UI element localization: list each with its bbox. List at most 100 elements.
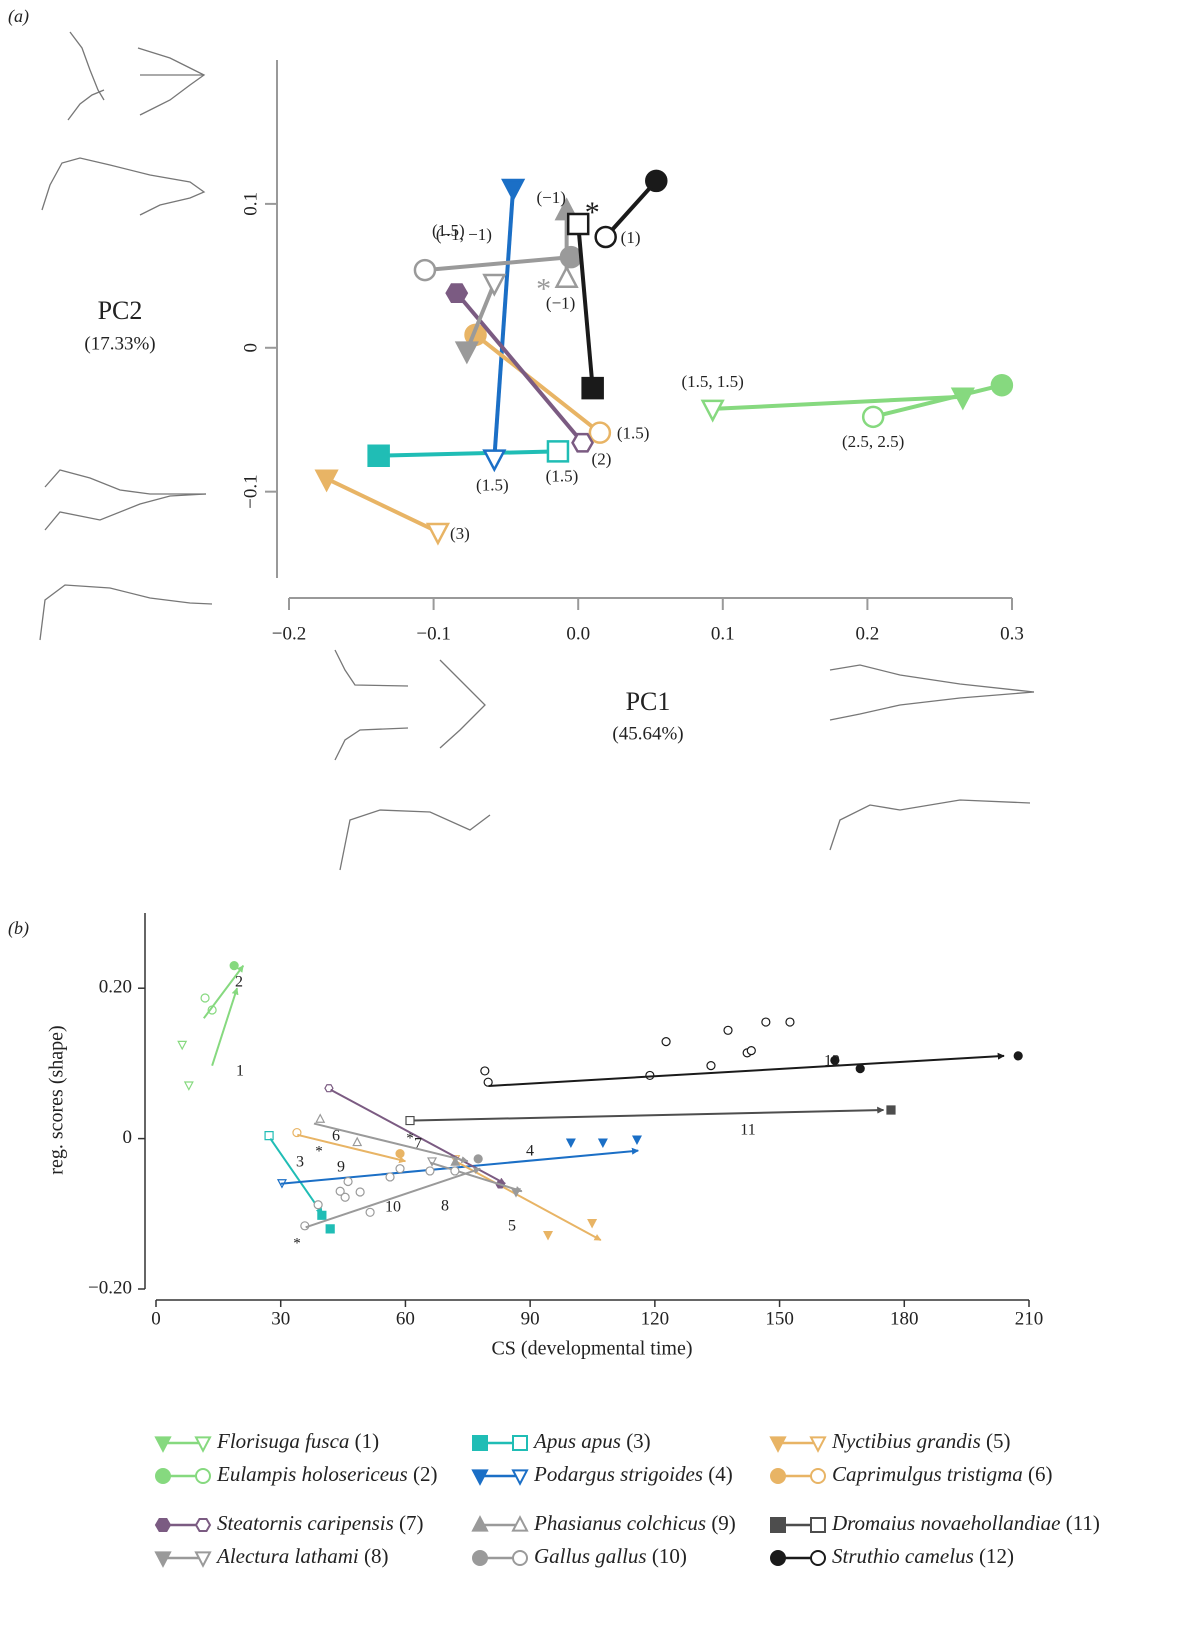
panel-label: (b) (8, 918, 29, 939)
open-point (450, 1166, 460, 1176)
x-axis-title: PC1 (626, 687, 671, 716)
asterisk: * (536, 273, 551, 306)
start-point (566, 212, 590, 236)
x-tick-label: 0 (151, 1308, 161, 1329)
trajectory-label: 9 (337, 1159, 345, 1176)
x-tick-label: 0.1 (711, 623, 735, 644)
filled-point (229, 961, 239, 971)
open-point (343, 1176, 353, 1187)
legend-marker (471, 1515, 489, 1532)
legend-entry: Alectura lathami (8) (215, 1544, 388, 1568)
trajectory-label: 11 (740, 1122, 755, 1139)
trajectory-arrow (203, 965, 245, 1019)
legend-number: (5) (986, 1429, 1011, 1453)
legend-marker (154, 1517, 172, 1533)
end-point (990, 373, 1014, 397)
legend-number: (6) (1028, 1462, 1053, 1486)
y-tick-label: 0.1 (240, 192, 261, 216)
trajectory-label: 7 (414, 1136, 422, 1153)
point-label: (3) (450, 524, 470, 543)
asterisk: * (315, 1143, 323, 1159)
point-label: (1) (621, 228, 641, 247)
open-point (352, 1136, 363, 1147)
legend-marker (154, 1551, 172, 1568)
open-point (425, 1166, 435, 1176)
open-point (661, 1036, 671, 1047)
legend-marker (511, 1469, 529, 1486)
start-point (554, 265, 579, 288)
x-tick-label: 150 (765, 1308, 794, 1329)
asterisk: * (293, 1235, 301, 1251)
start-point (571, 432, 594, 453)
trajectory (378, 449, 559, 458)
legend-entry: Caprimulgus tristigma (6) (832, 1462, 1053, 1486)
filled-point (395, 1149, 405, 1159)
trajectory-arrow (488, 1052, 1005, 1087)
legend-entry: Florisuga fusca (1) (216, 1429, 379, 1453)
filled-point (587, 1219, 598, 1229)
point-label: (1.5, 1.5) (682, 372, 744, 391)
end-point (314, 469, 339, 493)
trajectory (465, 282, 497, 352)
start-point (594, 225, 617, 249)
y-tick-label: 0 (123, 1127, 133, 1148)
x-tick-label: −0.2 (272, 623, 306, 644)
asterisk: * (406, 1130, 414, 1146)
legend-number: (9) (711, 1511, 736, 1535)
y-axis-title: reg. scores (shape) (46, 1025, 68, 1174)
legend-number: (11) (1066, 1511, 1100, 1535)
trajectory-label: 4 (526, 1143, 534, 1160)
open-point (365, 1207, 375, 1217)
trajectory-label: 5 (508, 1218, 516, 1235)
x-tick-label: 0.3 (1000, 623, 1024, 644)
legend-name: Alectura lathami (215, 1544, 359, 1568)
legend-marker (810, 1517, 826, 1533)
y-tick-label: −0.20 (88, 1277, 132, 1298)
end-point (501, 178, 526, 202)
open-point (395, 1164, 405, 1174)
open-point (200, 993, 210, 1003)
filled-point (855, 1064, 865, 1074)
legend-entry: Gallus gallus (10) (534, 1544, 687, 1568)
trajectory (474, 333, 602, 435)
point-label: (−1, −1) (436, 225, 492, 244)
legend-number: (10) (652, 1544, 687, 1568)
legend-marker (810, 1468, 826, 1484)
point-label: (1.5) (476, 475, 509, 494)
start-point (546, 440, 570, 463)
point-label: (1.5) (546, 466, 579, 485)
y-tick-label: −0.1 (240, 474, 261, 508)
legend-number: (12) (979, 1544, 1014, 1568)
legend-entry: Apus apus (3) (532, 1429, 651, 1453)
x-tick-label: 0.2 (856, 623, 880, 644)
legend-marker (512, 1550, 528, 1566)
point-label: (−1) (536, 188, 565, 207)
start-point (482, 273, 507, 297)
trajectory-label: 2 (235, 974, 243, 991)
open-point (385, 1172, 395, 1182)
y-tick-label: 0 (240, 343, 261, 353)
legend-marker (512, 1435, 528, 1451)
trajectory-label: 12 (824, 1053, 840, 1070)
y-axis-note: (17.33%) (84, 333, 155, 354)
trajectory-arrow (454, 1160, 602, 1241)
trajectory-label: 6 (332, 1128, 340, 1145)
legend-number: (7) (399, 1511, 424, 1535)
trajectory-label: 3 (296, 1154, 304, 1171)
end-point (454, 341, 479, 365)
y-tick-label: 0.20 (99, 977, 132, 998)
legend-entry: Dromaius novaehollandiae (11) (831, 1511, 1100, 1535)
filled-point (473, 1154, 483, 1164)
legend-number: (1) (355, 1429, 380, 1453)
trajectory (492, 187, 516, 459)
trajectory-arrow (313, 1122, 469, 1164)
open-point (264, 1130, 274, 1141)
trajectory-label: 1 (236, 1063, 244, 1080)
legend-name: Eulampis holosericeus (216, 1462, 408, 1486)
legend-marker (472, 1550, 488, 1566)
legend-number: (4) (708, 1462, 733, 1486)
legend-marker (194, 1436, 212, 1453)
legend-marker (809, 1436, 827, 1453)
open-point (483, 1077, 493, 1087)
